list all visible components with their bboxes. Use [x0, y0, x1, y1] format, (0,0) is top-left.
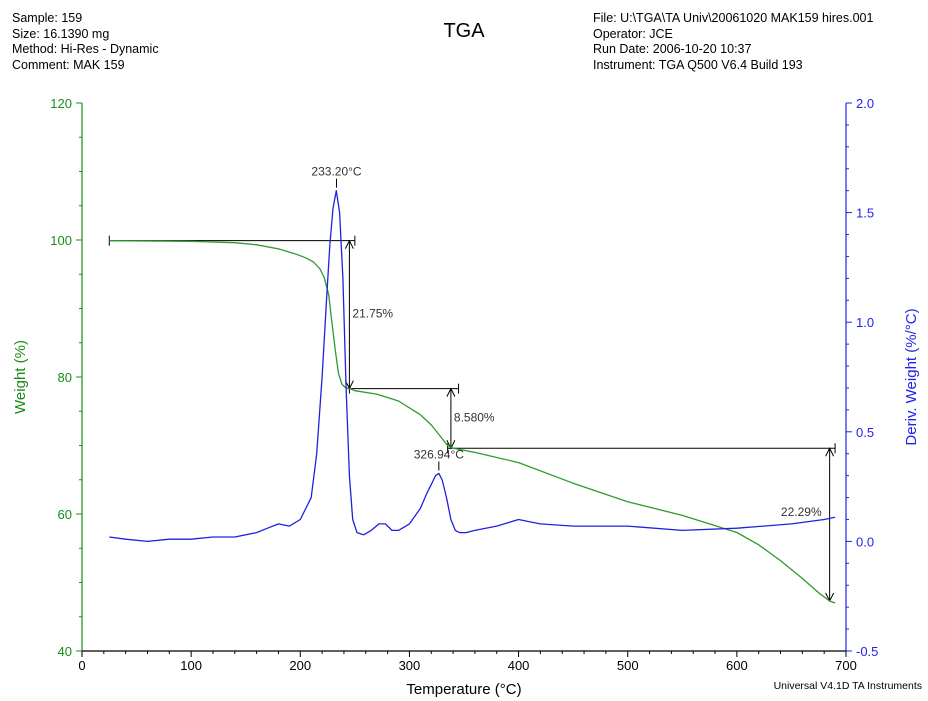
run-info: File: U:\TGA\TA Univ\20061020 MAK159 hir… [593, 11, 873, 73]
chart-title: TGA [443, 20, 485, 42]
weight-series-line [109, 240, 836, 604]
right-tick-label: 1.0 [856, 315, 874, 330]
step-arrow-head [446, 387, 456, 397]
x-tick-label: 500 [617, 658, 639, 673]
left-tick-label: 120 [50, 96, 72, 111]
peak-label: 326.94°C [414, 447, 465, 461]
right-tick-label: 2.0 [856, 96, 874, 111]
deriv-series-line [109, 190, 836, 543]
method-line: Method: Hi-Res - Dynamic [12, 42, 159, 56]
left-tick-label: 80 [58, 370, 72, 385]
right-axis-label: Deriv. Weight (%/°C) [903, 308, 920, 445]
x-axis-label: Temperature (°C) [406, 681, 521, 698]
x-tick-label: 0 [78, 658, 85, 673]
software-credit: Universal V4.1D TA Instruments [773, 680, 922, 692]
file-line: File: U:\TGA\TA Univ\20061020 MAK159 hir… [593, 11, 874, 25]
step-arrow-head [446, 440, 456, 450]
left-tick-label: 100 [50, 233, 72, 248]
x-tick-label: 400 [508, 658, 530, 673]
left-axis-label: Weight (%) [12, 340, 29, 414]
x-tick-label: 100 [180, 658, 202, 673]
right-tick-label: 0.5 [856, 425, 874, 440]
x-tick-label: 700 [835, 658, 857, 673]
x-tick-label: 600 [726, 658, 748, 673]
step-loss-label: 8.580% [454, 410, 495, 424]
step-loss-label: 21.75% [352, 307, 393, 321]
sample-line: Sample: 159 [12, 11, 83, 25]
step-loss-label: 22.29% [781, 505, 822, 519]
right-tick-label: -0.5 [856, 644, 878, 659]
sample-info: Sample: 159 Size: 16.1390 mg Method: Hi-… [12, 11, 159, 73]
right-tick-label: 0.0 [856, 534, 874, 549]
comment-line: Comment: MAK 159 [12, 57, 125, 72]
peak-label: 233.20°C [311, 165, 362, 179]
left-tick-label: 60 [58, 507, 72, 522]
right-tick-label: 1.5 [856, 206, 874, 221]
step-arrow-head [344, 239, 354, 249]
operator-line: Operator: JCE [593, 26, 673, 41]
size-line: Size: 16.1390 mg [12, 26, 110, 41]
run-date-line: Run Date: 2006-10-20 10:37 [593, 42, 752, 56]
x-tick-label: 200 [289, 658, 311, 673]
instrument-line: Instrument: TGA Q500 V6.4 Build 193 [593, 57, 803, 72]
step-arrow-head [825, 447, 835, 457]
x-tick-label: 300 [399, 658, 421, 673]
left-tick-label: 40 [58, 644, 72, 659]
